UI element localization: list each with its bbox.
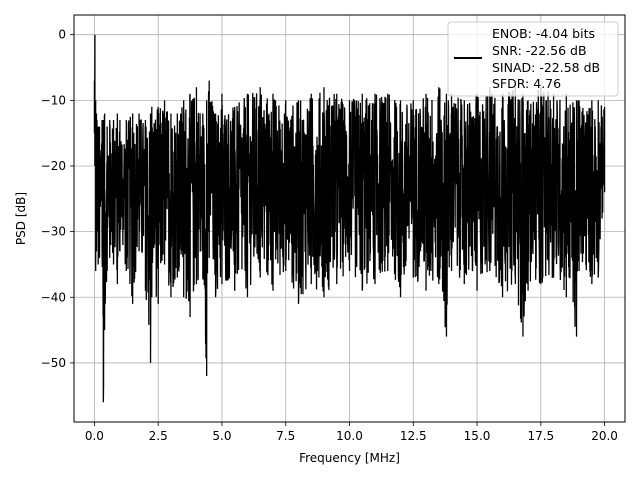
x-tick-label: 0.0 (85, 429, 104, 443)
x-tick-label: 10.0 (336, 429, 363, 443)
y-axis-label: PSD [dB] (14, 192, 28, 245)
y-tick-label: −40 (41, 290, 66, 304)
x-tick-label: 2.5 (149, 429, 168, 443)
x-tick-label: 5.0 (212, 429, 231, 443)
legend-entry-enob: ENOB: -4.04 bits (492, 26, 595, 41)
x-tick-label: 15.0 (464, 429, 491, 443)
y-tick-label: −20 (41, 159, 66, 173)
y-tick-label: −50 (41, 356, 66, 370)
y-tick-label: −30 (41, 225, 66, 239)
y-tick-label: −10 (41, 93, 66, 107)
x-axis-ticks: 0.0 2.5 5.0 7.5 10.0 12.5 15.0 17.5 20.0 (85, 422, 618, 443)
psd-series (93, 34, 606, 403)
x-tick-label: 17.5 (527, 429, 554, 443)
legend-entry-snr: SNR: -22.56 dB (492, 43, 587, 58)
x-axis-label: Frequency [MHz] (299, 451, 400, 465)
y-axis-ticks: 0 −10 −20 −30 −40 −50 (41, 28, 74, 370)
psd-line (93, 34, 606, 403)
legend-entry-sinad: SINAD: -22.58 dB (492, 60, 600, 75)
legend-entry-sfdr: SFDR: 4.76 (492, 76, 561, 91)
legend-box (447, 21, 619, 97)
x-tick-label: 12.5 (400, 429, 427, 443)
plot-frame (73, 14, 626, 423)
legend: ENOB: -4.04 bits SNR: -22.56 dB SINAD: -… (447, 21, 619, 97)
x-tick-label: 20.0 (591, 429, 618, 443)
x-tick-label: 7.5 (276, 429, 295, 443)
y-tick-label: 0 (58, 28, 66, 42)
